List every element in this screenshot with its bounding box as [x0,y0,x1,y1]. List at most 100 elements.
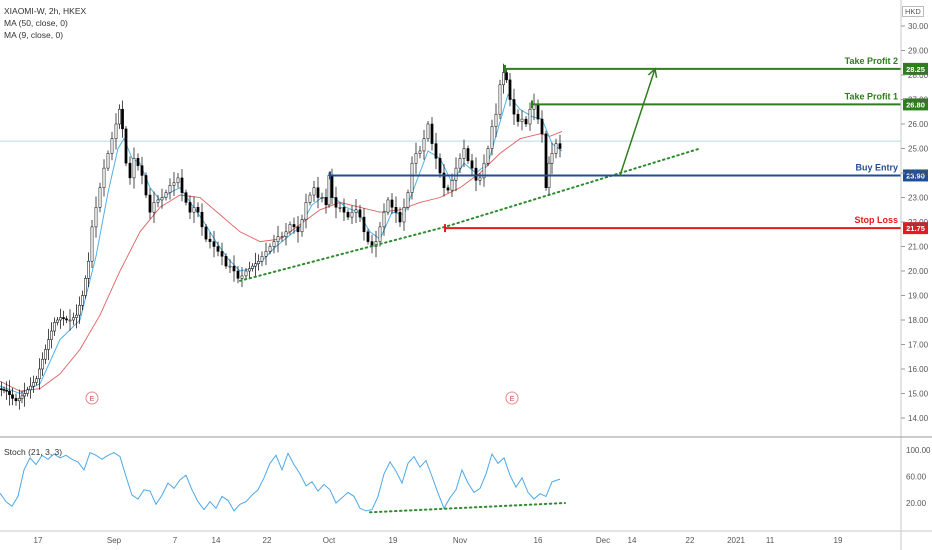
candle-body [508,79,512,100]
level-price-value: 21.75 [906,224,925,233]
candle-body [8,390,11,395]
candle-body [216,246,220,252]
candle-body [152,202,156,213]
earnings-marker-label: E [509,394,514,403]
candle-body [438,158,442,174]
candle-body [386,199,390,213]
candle-body [426,123,430,139]
candle-body [474,167,478,181]
candle-body [144,175,148,196]
candle-body [466,148,470,161]
level-price-tag [903,222,928,235]
candle-body [196,207,200,213]
candle-body [90,226,94,262]
candle-body [50,330,53,340]
price-tick-label: 16.00 [908,365,929,374]
candle-body [204,226,208,240]
candle-body [320,197,324,199]
candle-body [248,268,251,272]
candle-body [44,349,47,360]
candle-body [192,207,196,213]
time-tick-label: 17 [34,536,43,545]
candle-body [494,113,498,127]
candle-body [5,389,9,392]
candle-body [102,167,106,188]
candle-body [430,123,434,144]
candle-body [280,236,284,238]
candle-body [98,187,102,208]
candle-body [32,382,35,387]
projection-arrow [619,68,656,176]
time-tick-label: Nov [453,536,467,545]
candle-body [300,219,304,233]
candle-body [65,318,68,321]
candle-body [176,177,180,184]
candle-body [14,398,18,402]
candle-body [284,231,288,237]
level-price-value: 26.80 [906,100,925,109]
candle-body [180,177,184,193]
candle-body [188,202,192,213]
candle-body [128,162,132,179]
candle-body [446,187,450,191]
candle-body [168,185,172,193]
time-tick-label: Sep [107,536,122,545]
candle-body [520,118,524,122]
candle-body [260,256,264,262]
stoch-tick-label: 20.00 [906,499,927,508]
time-tick-label: 2021 [727,536,745,545]
candle-body [114,123,118,139]
time-tick-label: 16 [534,536,543,545]
candle-body [110,138,114,154]
candle-body [308,194,312,203]
candle-body [414,153,418,164]
earnings-marker [85,391,99,405]
candle-body [276,236,280,242]
price-tick-label: 17.00 [908,341,929,350]
candle-body [312,187,316,196]
candle-body [330,175,334,198]
candle-body [81,295,84,306]
earnings-marker [505,391,519,405]
candle-body [184,192,188,203]
candle-body [346,211,350,218]
candle-body [470,160,474,169]
price-tick-label: 15.00 [908,390,929,399]
candle-body [254,263,257,267]
candle-body [334,197,338,208]
time-tick-label: Dec [596,536,610,545]
candle-body [251,265,254,269]
currency-badge: HKD [902,6,924,17]
candle-body [402,207,406,223]
time-tick-label: 11 [766,536,775,545]
candle-body [406,192,410,208]
candle-body [536,104,540,120]
candle-body [136,158,140,166]
candle-body [78,305,81,316]
candle-body [62,317,65,320]
candle-body [164,192,168,198]
candle-body [11,394,14,399]
level-price-tag [903,98,928,111]
candle-body [35,378,38,383]
candle-body [454,167,458,181]
candle-body [478,177,482,181]
candle-body [41,358,44,370]
price-tick-label: 28.00 [908,71,929,80]
earnings-marker-label: E [89,394,94,403]
candle-body [442,172,446,188]
candle-body [398,211,402,223]
level-price-value: 23.90 [906,171,925,180]
candle-body [2,389,6,391]
candle-body [257,260,260,264]
candle-body [200,211,204,228]
price-tick-label: 24.00 [908,169,929,178]
level-price-value: 28.25 [906,65,925,74]
candle-body [20,395,24,399]
candle-body [434,143,438,159]
time-tick-label: 14 [212,536,221,545]
time-tick-label: 19 [834,536,843,545]
candle-body [558,143,562,149]
candle-body [458,158,462,169]
